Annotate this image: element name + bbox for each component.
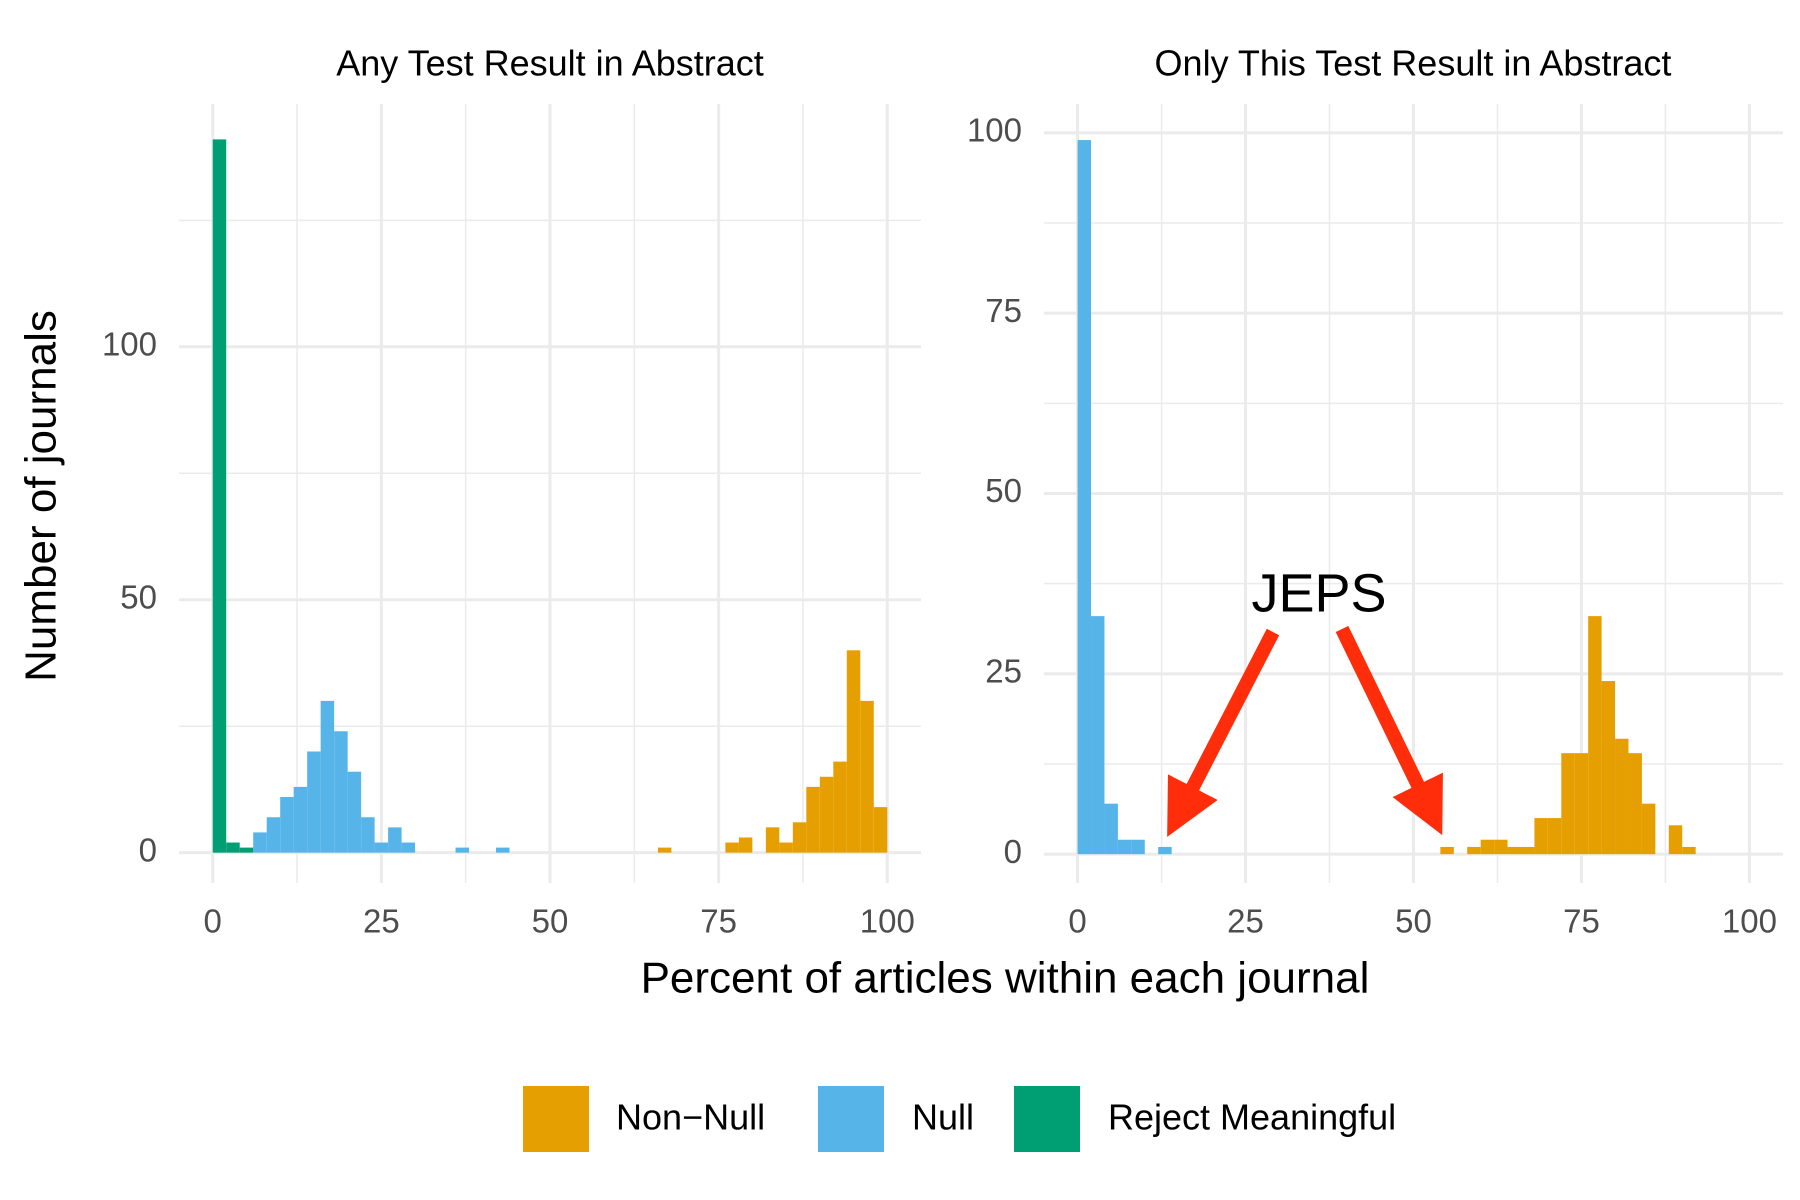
x-tick-label: 25 — [1227, 903, 1264, 940]
y-tick-label: 25 — [985, 653, 1022, 690]
bar — [388, 827, 402, 853]
bar — [212, 139, 227, 853]
bar — [1588, 616, 1602, 855]
bar — [293, 786, 308, 853]
annotation: JEPS — [1251, 563, 1386, 623]
bar — [1547, 818, 1562, 855]
legend-label: Null — [912, 1097, 974, 1138]
bar — [1641, 803, 1656, 855]
bar — [1574, 753, 1589, 855]
y-tick-label: 75 — [985, 292, 1022, 329]
bar — [239, 847, 254, 853]
bar — [496, 847, 510, 853]
bar — [1601, 681, 1616, 855]
bar — [657, 847, 672, 853]
bar — [1091, 616, 1105, 855]
bar — [226, 842, 240, 853]
x-tick-label: 75 — [1563, 903, 1600, 940]
y-tick-label: 100 — [102, 326, 157, 363]
bar — [401, 842, 416, 853]
bar — [873, 807, 888, 853]
bar — [307, 751, 321, 853]
x-tick-label: 100 — [860, 903, 915, 940]
y-tick-label: 100 — [967, 112, 1022, 149]
x-tick-label: 50 — [1395, 903, 1432, 940]
legend-swatch — [1014, 1086, 1080, 1152]
y-tick-label: 0 — [1004, 833, 1022, 870]
bar — [846, 650, 861, 853]
bar — [792, 822, 807, 853]
bar — [1480, 839, 1495, 855]
bar — [1628, 753, 1642, 855]
bar — [320, 700, 335, 853]
x-tick-label: 50 — [532, 903, 569, 940]
bar — [1077, 140, 1092, 855]
bar — [1117, 839, 1132, 855]
bar — [1615, 738, 1629, 855]
x-tick-label: 0 — [1068, 903, 1086, 940]
bar — [1507, 846, 1521, 855]
bar — [1494, 839, 1508, 855]
bar — [833, 761, 847, 853]
bar — [1668, 825, 1683, 855]
bar — [1682, 846, 1696, 855]
y-axis-title: Number of journals — [17, 310, 66, 682]
legend-label: Non−Null — [616, 1097, 765, 1138]
x-axis-title: Percent of articles within each journal — [641, 954, 1370, 1003]
legend-swatch — [523, 1086, 589, 1152]
bar — [1131, 839, 1145, 855]
x-tick-label: 75 — [700, 903, 737, 940]
y-tick-label: 0 — [139, 831, 157, 868]
bar — [738, 837, 753, 853]
bar — [860, 700, 874, 853]
bar — [1440, 846, 1454, 855]
y-tick-label: 50 — [120, 578, 157, 615]
panel-title: Only This Test Result in Abstract — [1155, 43, 1672, 84]
bar — [819, 776, 834, 853]
bar — [361, 817, 375, 853]
bar — [779, 842, 793, 853]
bar — [1158, 846, 1172, 855]
legend-label: Reject Meaningful — [1108, 1097, 1396, 1138]
bar — [334, 731, 348, 853]
bar — [253, 832, 267, 853]
bar — [280, 797, 294, 853]
x-tick-label: 100 — [1722, 903, 1777, 940]
bar — [765, 827, 780, 853]
bar — [1520, 846, 1535, 855]
bar — [266, 817, 281, 853]
bar — [1561, 753, 1575, 855]
annotation-arrow — [1335, 625, 1443, 836]
bar — [806, 786, 820, 853]
bar — [455, 847, 470, 853]
x-tick-label: 0 — [204, 903, 222, 940]
legend-swatch — [818, 1086, 884, 1152]
bar — [725, 842, 739, 853]
y-tick-label: 50 — [985, 472, 1022, 509]
bar — [1467, 846, 1481, 855]
bar — [374, 842, 389, 853]
annotation-arrow — [1167, 628, 1280, 837]
bar — [1534, 818, 1548, 855]
bar — [1104, 803, 1118, 855]
panel-title: Any Test Result in Abstract — [336, 43, 764, 84]
plot-layer: Any Test Result in Abstract 0 50 100 0 25 50 75… — [102, 43, 1783, 1152]
x-tick-label: 25 — [363, 903, 400, 940]
bar — [347, 771, 362, 853]
